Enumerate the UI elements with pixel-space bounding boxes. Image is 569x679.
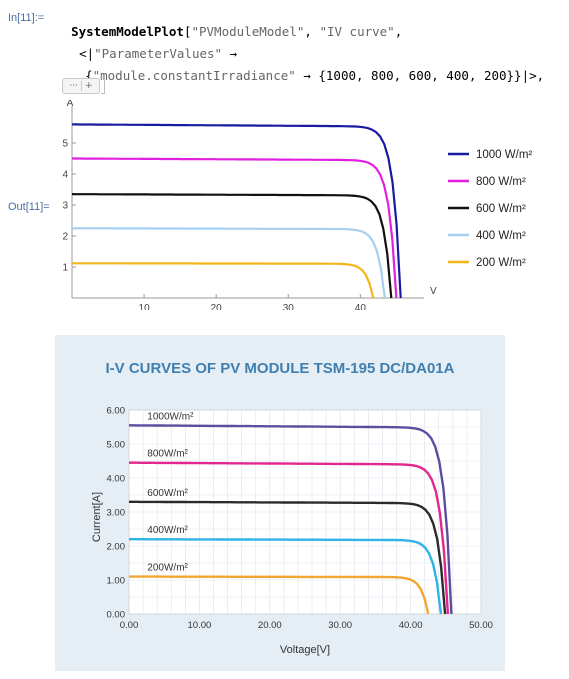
output-cell-label: Out[11]= (8, 201, 50, 213)
series-line (71, 193, 393, 299)
code-line-2[interactable]: <|"ParameterValues" → (64, 31, 237, 61)
datasheet-x-tick: 40.00 (399, 620, 423, 631)
legend-label: 600 W/m² (476, 203, 526, 215)
iv-curve-plot[interactable]: 10 20 30 40 1 2 3 4 5 V A 1000 W/m² 800 W/m² 600 W/m… (0, 100, 569, 310)
datasheet-y-label: Current[A] (91, 492, 103, 542)
code-arg-model: "PVModuleModel" (191, 24, 305, 39)
datasheet-curve-label: 200W/m² (147, 563, 188, 574)
datasheet-x-tick: 20.00 (258, 620, 282, 631)
chip-dots-icon: ··· (69, 81, 79, 91)
datasheet-title: I-V CURVES OF PV MODULE TSM-195 DC/DA01A (106, 360, 455, 377)
datasheet-y-tick: 2.00 (107, 542, 126, 553)
datasheet-series-line (129, 461, 450, 615)
code-list-open: { (85, 68, 93, 83)
x-axis-label: V (430, 286, 437, 297)
legend-label: 400 W/m² (476, 230, 526, 242)
datasheet-y-tick: 4.00 (107, 474, 126, 485)
x-tick-label: 10 (139, 303, 151, 310)
datasheet-x-tick: 10.00 (188, 620, 212, 631)
datasheet-series-line (129, 500, 447, 615)
input-cell-label: In[11]:= (8, 12, 45, 24)
datasheet-x-tick: 50.00 (469, 620, 493, 631)
datasheet-curve-label: 800W/m² (147, 449, 188, 460)
datasheet-y-tick: 3.00 (107, 508, 126, 519)
x-tick-label: 30 (283, 303, 295, 310)
datasheet-image: I-V CURVES OF PV MODULE TSM-195 DC/DA01A… (55, 335, 505, 671)
code-function-name: SystemModelPlot (71, 24, 184, 39)
options-chip[interactable]: ··· + (62, 78, 100, 94)
code-line-1[interactable]: SystemModelPlot["PVModuleModel", "IV cur… (56, 9, 402, 39)
y-tick-label: 5 (62, 139, 68, 150)
datasheet-x-label: Voltage[V] (280, 644, 330, 656)
datasheet-curve-label: 1000W/m² (147, 411, 194, 422)
datasheet-series-line (129, 575, 430, 615)
datasheet-series-line (129, 424, 453, 615)
y-tick-label: 2 (62, 232, 68, 243)
code-open-bracket: [ (183, 24, 192, 39)
code-irradiance-key: "module.constantIrradiance" (92, 68, 296, 83)
datasheet-series-line (129, 537, 443, 615)
y-tick-label: 3 (62, 201, 68, 212)
code-sep: , (304, 24, 320, 39)
y-axis-label: A (67, 100, 74, 109)
code-comma: , (394, 24, 403, 39)
series-line (72, 227, 386, 299)
datasheet-x-tick: 30.00 (328, 620, 352, 631)
legend-label: 1000 W/m² (476, 149, 532, 161)
y-tick-label: 1 (62, 263, 68, 274)
code-close-bracket (101, 76, 105, 94)
series-line (72, 262, 375, 299)
y-tick-label: 4 (62, 170, 68, 181)
code-param-key: "ParameterValues" (94, 46, 223, 61)
x-tick-label: 20 (211, 303, 223, 310)
datasheet-x-tick: 0.00 (120, 620, 139, 631)
datasheet-y-tick: 1.00 (107, 576, 126, 587)
code-line-3[interactable]: {"module.constantIrradiance" → {1000, 80… (70, 53, 544, 83)
legend-label: 800 W/m² (476, 176, 526, 188)
datasheet-curve-label: 400W/m² (147, 525, 188, 536)
code-irradiance-values: → {1000, 800, 600, 400, 200}}|>, (295, 68, 545, 83)
series-line (72, 157, 398, 299)
datasheet-y-tick: 6.00 (107, 406, 126, 417)
legend-label: 200 W/m² (476, 257, 526, 269)
x-tick-label: 40 (355, 303, 367, 310)
code-arrow: → (222, 46, 238, 61)
datasheet-y-tick: 5.00 (107, 440, 126, 451)
code-assoc-open: <| (79, 46, 95, 61)
series-line (72, 123, 402, 299)
chip-plus-icon: + (81, 81, 93, 91)
datasheet-curve-label: 600W/m² (147, 488, 188, 499)
code-arg-plot: "IV curve" (319, 24, 395, 39)
datasheet-y-tick: 0.00 (107, 610, 126, 621)
